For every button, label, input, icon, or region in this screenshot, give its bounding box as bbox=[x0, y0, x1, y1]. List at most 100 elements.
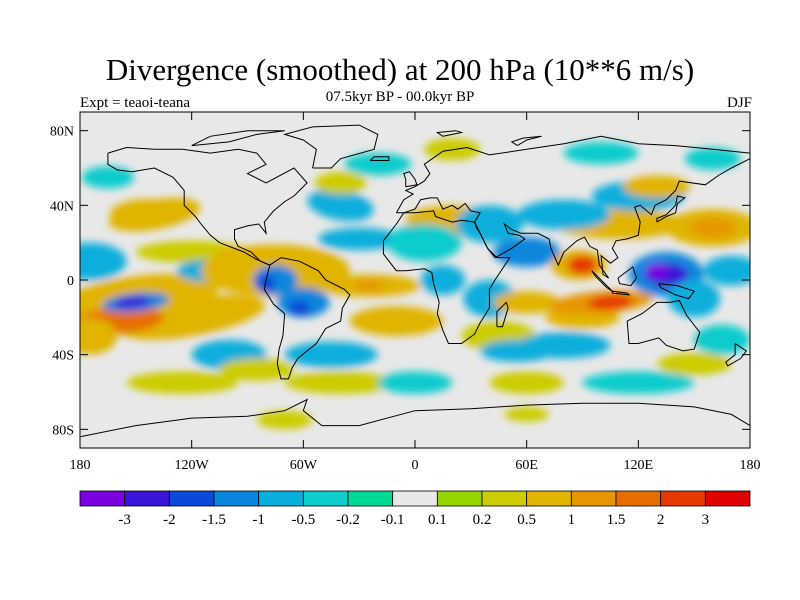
field-blob bbox=[314, 171, 367, 195]
coastline bbox=[191, 130, 285, 147]
lon-tick-label: 180 bbox=[740, 458, 761, 473]
lon-tick-label: 0 bbox=[412, 458, 419, 473]
colorbar-label: 0.5 bbox=[517, 512, 536, 528]
field-blob bbox=[219, 358, 295, 381]
coastline bbox=[617, 266, 638, 287]
field-blob bbox=[284, 371, 397, 394]
field-blob bbox=[81, 166, 134, 189]
coastline bbox=[107, 146, 308, 266]
lon-tick-label: 120E bbox=[624, 458, 654, 473]
colorbar-swatch bbox=[526, 490, 572, 507]
colorbar-swatch bbox=[615, 490, 662, 507]
field-blob bbox=[517, 199, 611, 230]
field-blob bbox=[307, 189, 374, 222]
field-blob bbox=[668, 280, 721, 318]
colorbar-label: -0.2 bbox=[336, 512, 360, 528]
chart-subtitle: 07.5kyr BP - 00.0kyr BP bbox=[325, 89, 475, 105]
colorbar-swatch bbox=[302, 490, 349, 507]
coastline bbox=[435, 130, 464, 137]
colorbar-label: -3 bbox=[118, 512, 131, 528]
colorbar-label: 0.2 bbox=[473, 512, 492, 528]
colorbar-swatch bbox=[660, 490, 706, 507]
field-blob bbox=[284, 341, 378, 368]
colorbar-label: -0.5 bbox=[291, 512, 315, 528]
field-blob bbox=[645, 263, 669, 279]
lat-tick-label: 40N bbox=[50, 199, 74, 214]
field-blob bbox=[353, 280, 384, 292]
coastline bbox=[510, 135, 542, 147]
colorbar-swatch bbox=[481, 490, 528, 507]
colorbar-label: -2 bbox=[163, 512, 176, 528]
field-blob bbox=[256, 274, 276, 294]
colorbar-label: 1 bbox=[568, 512, 576, 528]
colorbar-label: 3 bbox=[702, 512, 710, 528]
lat-tick-label: 80S bbox=[52, 423, 74, 438]
coastline bbox=[396, 158, 750, 279]
coastline bbox=[369, 156, 390, 161]
field-blob bbox=[567, 255, 598, 275]
field-blob bbox=[517, 332, 611, 359]
colorbar-label: -1.5 bbox=[202, 512, 226, 528]
colorbar-label: 1.5 bbox=[607, 512, 626, 528]
colorbar-swatch bbox=[213, 490, 260, 507]
field-blob bbox=[493, 291, 561, 314]
colorbar: -3 -2 -1.5 -1 -0.5 -0.2 -0.1 0.1 0.2 0.5 1 1.5 2 3 bbox=[79, 490, 751, 528]
colorbar-swatch bbox=[347, 490, 394, 507]
lon-tick-label: 120W bbox=[175, 458, 210, 473]
field-blob bbox=[420, 265, 466, 295]
coastline bbox=[725, 343, 748, 367]
field-blob bbox=[80, 317, 118, 355]
field-blob bbox=[377, 371, 453, 394]
lon-tick-label: 180 bbox=[70, 458, 91, 473]
field-blob bbox=[455, 205, 523, 243]
field-blob bbox=[582, 371, 695, 394]
field-blob bbox=[318, 227, 401, 251]
field-blob bbox=[489, 371, 564, 394]
lon-tick-label: 60E bbox=[515, 458, 538, 473]
lat-tick-label: 80N bbox=[50, 125, 74, 140]
chart-title: Divergence (smoothed) at 200 hPa (10**6 … bbox=[105, 52, 695, 87]
field-blob bbox=[703, 255, 750, 286]
coastline bbox=[263, 257, 351, 380]
field-blob bbox=[80, 242, 127, 280]
coastlines bbox=[80, 124, 750, 438]
field-blob bbox=[113, 296, 151, 309]
lat-tick-label: 40S bbox=[52, 349, 74, 364]
season-label: DJF bbox=[726, 95, 752, 111]
coastline bbox=[395, 135, 750, 214]
coastline bbox=[496, 301, 509, 328]
field-blob bbox=[493, 237, 561, 267]
coastline bbox=[658, 283, 696, 300]
colorbar-swatch bbox=[570, 490, 617, 507]
colorbar-swatch bbox=[258, 490, 304, 507]
coastline bbox=[382, 210, 511, 344]
field-blob bbox=[694, 324, 750, 355]
field-blob bbox=[256, 410, 313, 430]
lon-tick-label: 60W bbox=[290, 458, 318, 473]
field-blob bbox=[110, 198, 162, 220]
colorbar-swatch bbox=[79, 490, 126, 507]
field-blob bbox=[504, 406, 549, 422]
longitude-axis: 180 120W 60W 0 60E 120E 180 bbox=[70, 112, 761, 473]
colorbar-label: -0.1 bbox=[381, 512, 405, 528]
colorbar-swatch bbox=[436, 490, 483, 507]
latitude-axis: 80N 40N 0 40S 80S bbox=[50, 125, 750, 438]
field-blob bbox=[588, 294, 633, 311]
colorbar-label: 2 bbox=[657, 512, 665, 528]
field-blob bbox=[690, 218, 736, 238]
field-blob bbox=[656, 352, 732, 376]
field-blob bbox=[349, 306, 443, 337]
field-blob bbox=[684, 147, 741, 170]
colorbar-label: -1 bbox=[252, 512, 265, 528]
coastline bbox=[80, 398, 750, 438]
divergence-field bbox=[80, 138, 750, 430]
coastline bbox=[591, 270, 613, 292]
colorbar-swatch bbox=[392, 490, 438, 507]
field-blob bbox=[126, 371, 239, 394]
colorbar-label: 0.1 bbox=[428, 512, 447, 528]
coastline bbox=[611, 290, 631, 296]
field-blob bbox=[387, 224, 462, 262]
lat-tick-label: 0 bbox=[67, 274, 74, 289]
colorbar-swatch bbox=[704, 490, 751, 507]
